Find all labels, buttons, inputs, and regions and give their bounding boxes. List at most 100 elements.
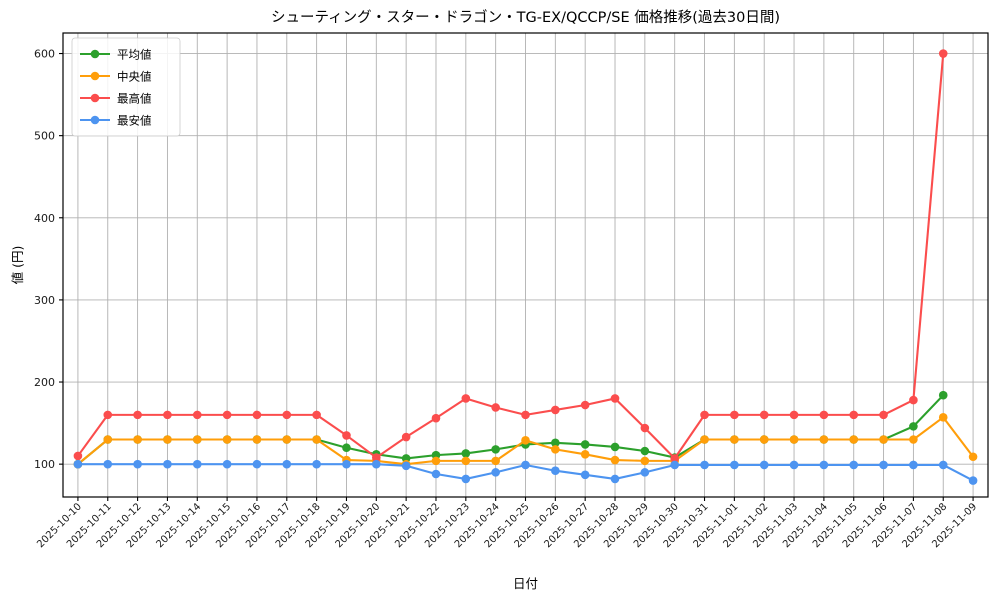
data-point-marker — [789, 435, 799, 444]
series-2 — [73, 49, 948, 463]
legend-item-2[interactable]: 最高値 — [80, 92, 152, 106]
data-point-marker — [491, 403, 500, 412]
gridlines — [63, 33, 988, 497]
legend-marker — [90, 115, 100, 125]
data-point-marker — [163, 435, 172, 444]
data-point-marker — [640, 423, 650, 433]
x-axis-label: 日付 — [513, 576, 538, 591]
data-point-marker — [819, 460, 829, 470]
data-point-marker — [491, 445, 500, 454]
data-point-marker — [640, 446, 650, 456]
data-point-marker — [700, 460, 709, 470]
data-point-marker — [192, 435, 202, 444]
data-point-marker — [192, 410, 202, 420]
legend-item-3[interactable]: 最安値 — [80, 114, 152, 128]
data-point-marker — [431, 469, 441, 479]
data-point-marker — [968, 476, 978, 485]
data-point-marker — [819, 410, 829, 420]
data-point-marker — [521, 436, 530, 445]
data-point-marker — [670, 454, 679, 463]
data-point-marker — [163, 459, 172, 469]
data-point-marker — [342, 431, 351, 440]
data-point-marker — [163, 410, 172, 420]
data-point-marker — [252, 410, 262, 420]
data-point-marker — [401, 461, 411, 471]
data-point-marker — [968, 452, 978, 462]
y-tick-label: 500 — [34, 130, 55, 143]
data-point-marker — [133, 435, 142, 444]
data-point-marker — [580, 450, 590, 459]
data-point-marker — [282, 410, 292, 420]
data-point-marker — [222, 435, 232, 444]
data-point-marker — [580, 400, 590, 410]
axes-layer — [59, 32, 989, 501]
chart-title: シューティング・スター・ドラゴン・TG-EX/QCCP/SE 価格推移(過去30… — [271, 8, 780, 26]
data-point-marker — [909, 460, 918, 470]
data-series-layer — [73, 49, 978, 485]
data-point-marker — [372, 453, 381, 462]
data-point-marker — [759, 435, 769, 444]
data-point-marker — [789, 460, 799, 470]
data-point-marker — [610, 394, 620, 403]
data-point-marker — [133, 459, 142, 469]
data-point-marker — [938, 413, 948, 422]
data-point-marker — [551, 405, 560, 415]
data-point-marker — [103, 410, 113, 420]
data-point-marker — [849, 460, 859, 470]
series-line — [76, 394, 945, 466]
data-point-marker — [342, 459, 351, 469]
data-point-marker — [759, 410, 769, 420]
data-point-marker — [282, 435, 292, 444]
data-point-marker — [700, 410, 709, 420]
legend-label: 最高値 — [117, 92, 152, 106]
data-point-marker — [580, 440, 590, 449]
data-point-marker — [551, 466, 560, 476]
series-line — [76, 52, 945, 460]
data-point-marker — [938, 49, 948, 58]
data-point-marker — [730, 410, 739, 420]
data-point-marker — [73, 451, 83, 461]
data-point-marker — [759, 460, 769, 470]
data-point-marker — [551, 438, 560, 448]
legend-label: 最安値 — [117, 114, 152, 128]
data-point-marker — [909, 422, 918, 431]
data-point-marker — [133, 410, 142, 420]
data-point-marker — [610, 474, 620, 484]
data-point-marker — [730, 435, 739, 444]
data-point-marker — [789, 410, 799, 420]
data-point-marker — [222, 410, 232, 420]
series-3 — [73, 459, 978, 485]
legend-background — [71, 37, 181, 137]
data-point-marker — [461, 394, 471, 403]
data-point-marker — [401, 432, 411, 442]
data-point-marker — [730, 460, 739, 470]
data-point-marker — [849, 410, 859, 420]
data-point-marker — [282, 459, 292, 469]
data-point-marker — [610, 455, 620, 465]
data-point-marker — [938, 460, 948, 470]
data-point-marker — [252, 459, 262, 469]
plot-area-border — [62, 32, 989, 498]
data-point-marker — [252, 435, 262, 444]
data-point-marker — [879, 435, 888, 444]
data-point-marker — [312, 435, 321, 444]
data-point-marker — [103, 435, 113, 444]
data-point-marker — [461, 474, 471, 484]
legend-item-0[interactable]: 平均値 — [80, 48, 152, 62]
data-point-marker — [640, 468, 650, 477]
y-tick-label: 200 — [34, 376, 55, 389]
data-point-marker — [312, 459, 321, 469]
legend-marker — [90, 93, 100, 103]
legend-item-1[interactable]: 中央値 — [80, 70, 152, 84]
data-point-marker — [431, 413, 441, 423]
data-point-marker — [879, 410, 888, 420]
data-point-marker — [491, 456, 500, 466]
data-point-marker — [700, 435, 709, 444]
data-point-marker — [610, 442, 620, 452]
data-point-marker — [640, 456, 650, 466]
data-point-marker — [461, 456, 471, 466]
y-tick-label: 100 — [34, 458, 55, 471]
